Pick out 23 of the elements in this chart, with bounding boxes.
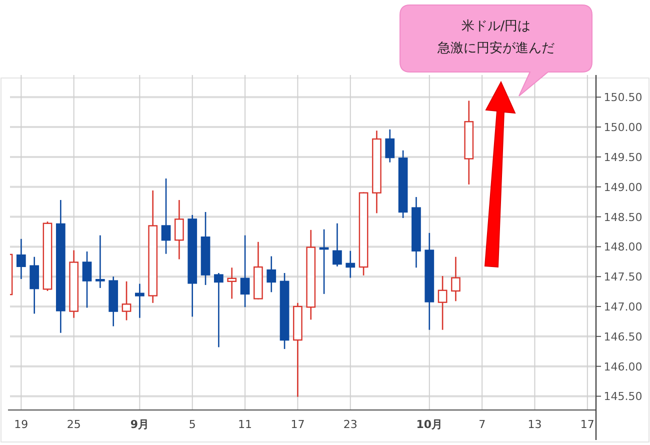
x-tick-label: 19 xyxy=(14,418,28,431)
y-tick-label: 148.50 xyxy=(604,210,642,224)
y-tick-label: 146.50 xyxy=(604,330,642,344)
y-tick-label: 150.00 xyxy=(604,121,642,134)
y-tick-label: 147.00 xyxy=(604,300,642,314)
y-tick-label: 149.50 xyxy=(604,150,642,164)
x-tick-label: 11 xyxy=(238,418,252,431)
y-tick-label: 149.00 xyxy=(604,180,642,194)
x-tick-label: 10月 xyxy=(416,418,443,431)
x-tick-label: 23 xyxy=(343,418,358,431)
x-tick-label: 7 xyxy=(478,418,486,431)
x-tick-label: 13 xyxy=(528,418,542,431)
x-tick-label: 25 xyxy=(66,418,81,431)
callout: 米ドル/円は 急激に円安が進んだ xyxy=(400,4,592,96)
y-tick-label: 146.00 xyxy=(604,360,642,374)
x-tick-label: 5 xyxy=(188,418,196,431)
x-tick-label: 17 xyxy=(290,418,305,431)
y-tick-label: 147.50 xyxy=(604,270,642,284)
x-tick-label: 9月 xyxy=(130,418,150,431)
y-tick-label: 145.50 xyxy=(604,390,642,404)
x-tick-label: 17 xyxy=(580,418,594,431)
y-tick-label: 148.00 xyxy=(604,240,642,254)
y-tick-label: 150.50 xyxy=(604,91,642,104)
